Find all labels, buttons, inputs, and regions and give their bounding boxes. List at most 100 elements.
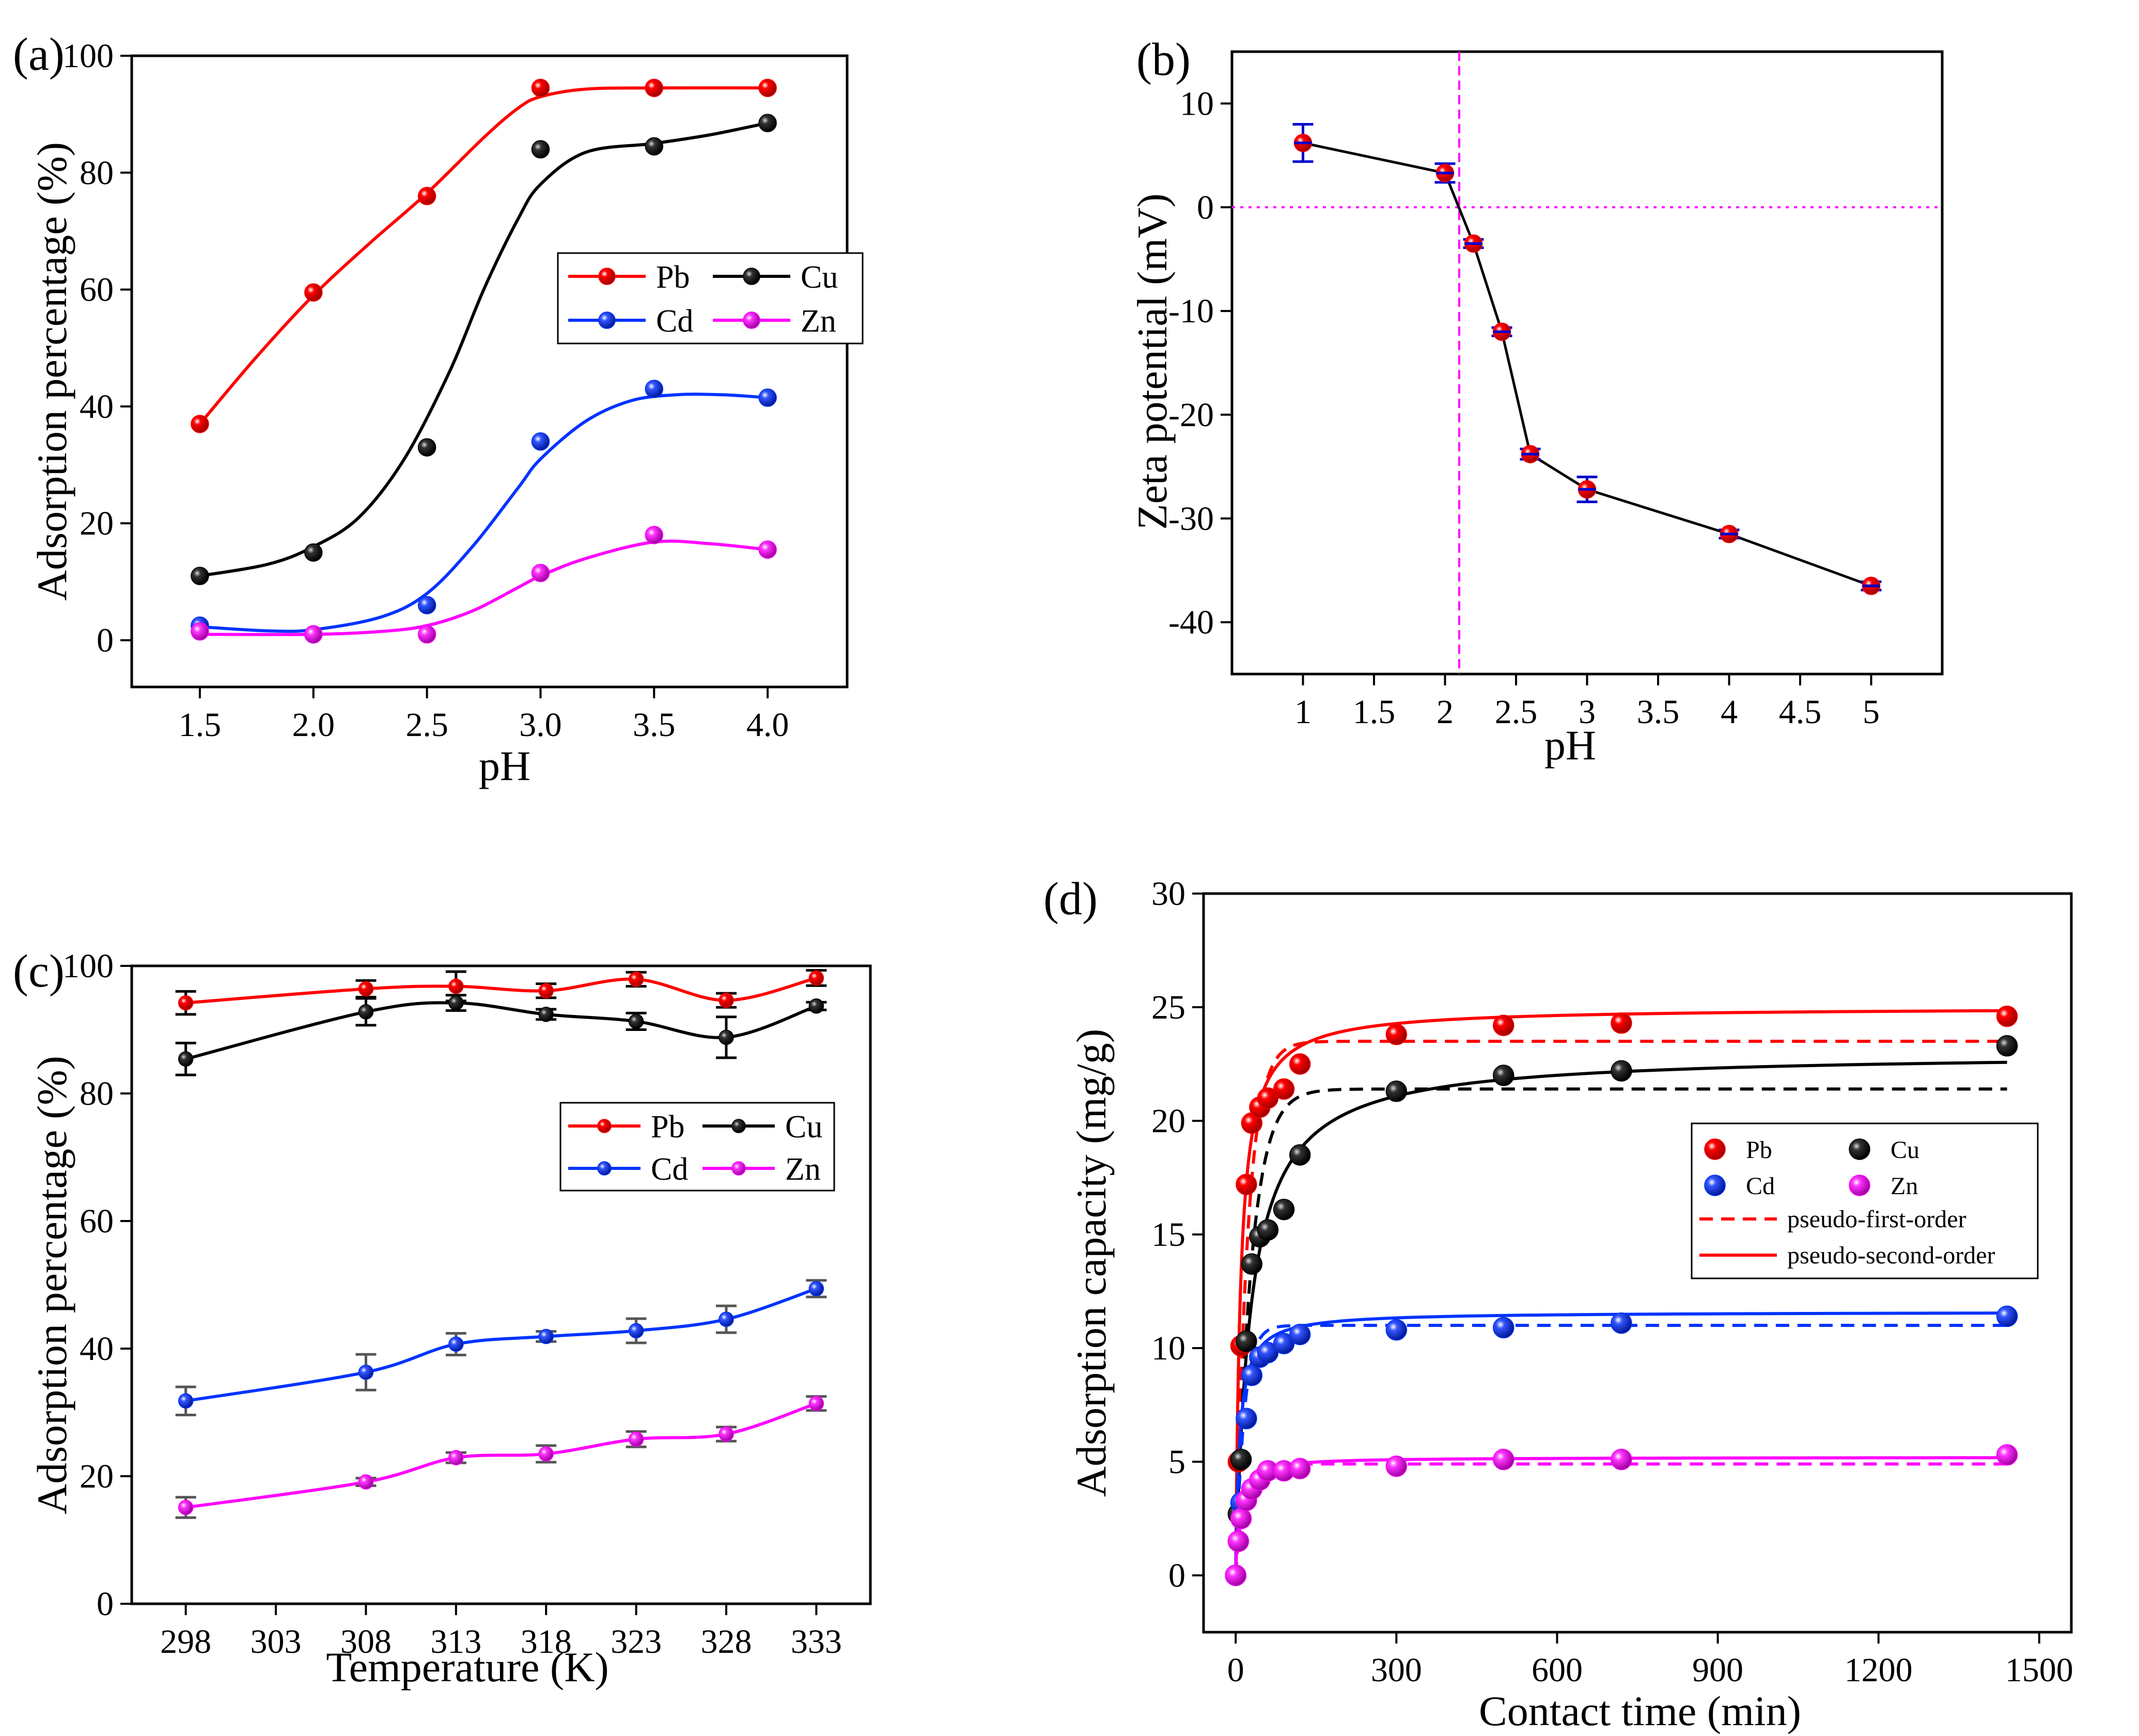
point-cd bbox=[1273, 1333, 1295, 1354]
data-points-c bbox=[175, 969, 827, 1519]
point-cu bbox=[758, 114, 777, 132]
x-tick-label-d: 0 bbox=[1227, 1651, 1244, 1689]
legend-label-pb: Pb bbox=[651, 1109, 684, 1145]
panel-label-d: (d) bbox=[1043, 873, 1098, 925]
point-cd bbox=[808, 1281, 824, 1296]
point-zn bbox=[628, 1431, 644, 1447]
y-tick-label-b: -30 bbox=[1168, 500, 1214, 538]
x-tick-label-b: 3.5 bbox=[1637, 693, 1680, 731]
point-zn bbox=[417, 625, 436, 644]
x-axis-label-a: pH bbox=[479, 742, 530, 789]
x-tick-label-d: 1500 bbox=[2005, 1651, 2073, 1689]
axis-ticks-c: 298 303 308 313 318 323 328 333 0 20 40 60 80 100 bbox=[63, 947, 842, 1661]
point-zn bbox=[808, 1396, 824, 1411]
point-cu bbox=[1492, 1065, 1515, 1086]
point-cd bbox=[1611, 1312, 1632, 1334]
point-pb bbox=[628, 972, 644, 987]
point-cu bbox=[645, 137, 664, 156]
point-pb bbox=[178, 995, 194, 1011]
legend-label-cd: Cd bbox=[651, 1152, 688, 1187]
panel-label-a: (a) bbox=[13, 29, 65, 80]
x-tick-label-c: 303 bbox=[251, 1623, 302, 1661]
x-tick-label-c: 323 bbox=[611, 1623, 662, 1661]
x-tick-label-c: 328 bbox=[700, 1623, 752, 1661]
reference-lines-b bbox=[1232, 52, 1942, 674]
point-zn bbox=[1492, 1448, 1515, 1471]
panel-c: (c) 298 303 308 313 318 323 328 333 0 20 40 60 80 100… bbox=[13, 946, 872, 1691]
series-line-zn bbox=[185, 1402, 817, 1509]
data-points-a bbox=[191, 79, 777, 644]
plot-frame-a bbox=[130, 54, 849, 689]
point-cd bbox=[628, 1323, 644, 1339]
x-tick-label-a: 3.0 bbox=[519, 706, 562, 744]
point-cd bbox=[417, 596, 436, 615]
y-tick-label-c: 100 bbox=[63, 947, 114, 985]
legend-d: Pb Cu Cd Zn pseudo-first-order pseudo-second-… bbox=[1691, 1122, 2039, 1279]
legend-label-zn: Zn bbox=[785, 1152, 821, 1187]
fit-curve-cd bbox=[199, 393, 768, 633]
y-tick-label-d: 0 bbox=[1168, 1557, 1185, 1594]
panel-d: (d) 0 300 600 900 1200 1500 0 5 10 15 20 25 30 Conta… bbox=[1043, 873, 2073, 1734]
y-tick-label-b: -40 bbox=[1168, 604, 1214, 642]
y-tick-label-d: 30 bbox=[1151, 875, 1185, 913]
legend-marker-cu bbox=[731, 1119, 746, 1133]
x-tick-label-c: 318 bbox=[521, 1623, 572, 1661]
legend-label-cu: Cu bbox=[785, 1109, 822, 1145]
point-cd bbox=[1492, 1317, 1515, 1339]
y-tick-label-a: 0 bbox=[97, 621, 114, 659]
point-cd bbox=[1241, 1365, 1263, 1386]
x-tick-label-b: 5 bbox=[1863, 693, 1880, 731]
point-zn bbox=[1289, 1458, 1311, 1479]
y-tick-label-c: 80 bbox=[80, 1075, 114, 1113]
x-tick-label-b: 2 bbox=[1437, 693, 1454, 731]
y-tick-label-d: 15 bbox=[1151, 1216, 1185, 1254]
point-pb bbox=[1236, 1174, 1257, 1195]
point-zn bbox=[448, 1450, 464, 1465]
legend-marker-cd bbox=[1704, 1175, 1726, 1196]
x-tick-label-a: 2.0 bbox=[292, 706, 335, 744]
x-tick-label-b: 1 bbox=[1294, 693, 1311, 731]
pseudo-second-order-cu bbox=[1234, 1060, 2007, 1576]
point-zn bbox=[538, 1446, 554, 1462]
point-zn bbox=[645, 526, 664, 544]
x-tick-label-c: 313 bbox=[430, 1623, 481, 1661]
point-pb bbox=[417, 186, 436, 206]
point-cu bbox=[1230, 1448, 1252, 1471]
point-pb bbox=[1289, 1053, 1311, 1075]
x-tick-label-b: 2.5 bbox=[1495, 693, 1538, 731]
point-pb bbox=[645, 79, 664, 97]
x-tick-label-c: 308 bbox=[340, 1623, 392, 1661]
x-tick-label-a: 3.5 bbox=[633, 706, 676, 744]
point-cu bbox=[1289, 1144, 1311, 1166]
x-tick-label-d: 900 bbox=[1692, 1651, 1743, 1689]
point-zn bbox=[1385, 1456, 1408, 1477]
point-pb bbox=[1492, 1014, 1515, 1036]
y-tick-label-a: 20 bbox=[80, 505, 114, 542]
pseudo-second-order-cd bbox=[1234, 1311, 2007, 1576]
pseudo-first-order-zn bbox=[1234, 1462, 2007, 1576]
y-tick-label-a: 80 bbox=[80, 154, 114, 192]
legend-label-pb: Pb bbox=[1746, 1136, 1772, 1164]
y-tick-label-c: 20 bbox=[80, 1458, 114, 1495]
legend-label-pseudo-first-order: pseudo-first-order bbox=[1787, 1206, 1966, 1233]
legend-label-cd: Cd bbox=[656, 304, 693, 339]
y-tick-label-a: 100 bbox=[63, 37, 114, 75]
panel-label-b: (b) bbox=[1136, 34, 1191, 85]
point-zn bbox=[758, 540, 777, 559]
zeta-line bbox=[1302, 142, 1872, 587]
legend-marker-cd bbox=[598, 311, 616, 329]
legend-box-c bbox=[559, 1102, 835, 1192]
point-pb bbox=[1257, 1087, 1279, 1109]
x-tick-label-c: 333 bbox=[791, 1623, 842, 1661]
legend-marker-cu bbox=[1849, 1138, 1870, 1160]
pseudo-second-order-pb bbox=[1234, 1009, 2007, 1576]
point-cu bbox=[808, 998, 824, 1014]
legend-c: Pb Cu Cd Zn bbox=[559, 1102, 835, 1192]
y-tick-label-b: 0 bbox=[1197, 189, 1214, 226]
y-tick-label-a: 40 bbox=[80, 388, 114, 426]
y-tick-label-d: 25 bbox=[1151, 989, 1185, 1026]
plot-frame-d bbox=[1202, 892, 2073, 1634]
x-tick-label-b: 3 bbox=[1579, 693, 1596, 731]
y-axis-label-a: Adsorption percentage (%) bbox=[28, 142, 75, 601]
y-tick-label-b: 10 bbox=[1180, 85, 1214, 122]
